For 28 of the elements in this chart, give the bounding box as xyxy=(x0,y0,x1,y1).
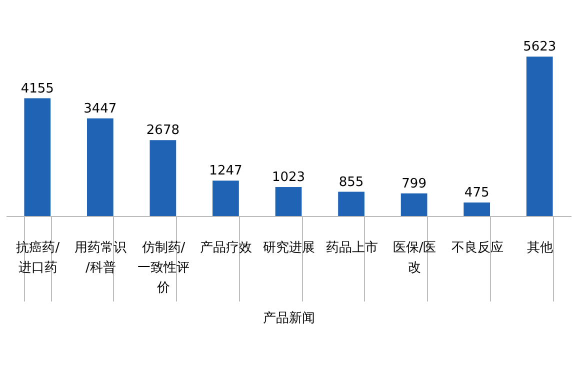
x-tick-label: 用药常识/科普 xyxy=(74,240,127,276)
x-tick-label: 产品疗效 xyxy=(200,240,252,256)
bar xyxy=(275,187,302,216)
data-label: 799 xyxy=(402,176,426,192)
bar xyxy=(86,118,114,216)
data-label: 4155 xyxy=(20,81,54,96)
bar xyxy=(150,140,176,216)
data-label: 5623 xyxy=(523,40,556,55)
bar xyxy=(338,192,364,216)
x-tick-label: 不良反应 xyxy=(451,240,504,256)
data-label: 3447 xyxy=(84,101,117,116)
x-axis-title: 产品新闻 xyxy=(263,311,315,326)
bar xyxy=(24,98,51,216)
data-label: 1247 xyxy=(209,164,242,179)
data-label: 2678 xyxy=(146,123,180,138)
x-tick-label: 抗癌药/进口药 xyxy=(16,240,60,276)
x-tick-label: 其他 xyxy=(527,240,554,256)
bar xyxy=(212,180,239,216)
data-label: 475 xyxy=(464,186,490,201)
bar xyxy=(400,193,428,216)
x-tick-label: 药品上市 xyxy=(326,240,378,256)
bar xyxy=(526,56,553,216)
x-tick-label: 仿制药/一致性评价 xyxy=(137,240,190,296)
bar xyxy=(464,202,490,216)
x-tick-label: 研究进展 xyxy=(263,240,315,256)
x-tick-label: 医保/医改 xyxy=(392,240,436,276)
data-label: 1023 xyxy=(272,170,306,186)
data-label: 855 xyxy=(338,174,364,190)
